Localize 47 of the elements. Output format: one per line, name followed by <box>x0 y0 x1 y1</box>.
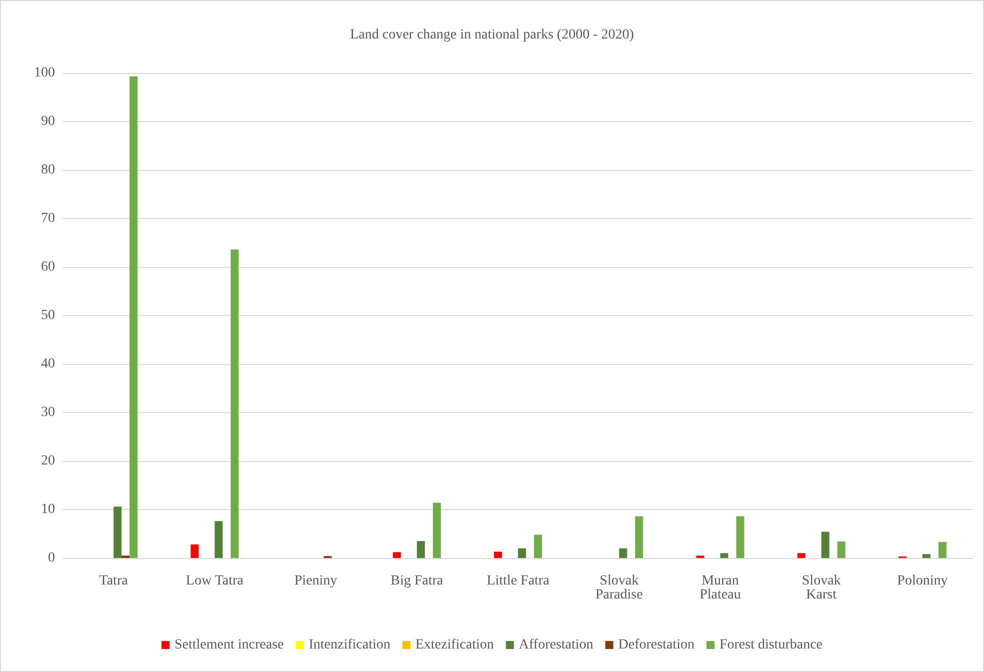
legend-label: Extezification <box>415 638 494 652</box>
bar <box>432 502 441 558</box>
bar <box>720 553 728 558</box>
bar <box>392 552 401 558</box>
x-tick-label: Low Tatra <box>186 574 244 588</box>
bar <box>938 542 946 558</box>
bar <box>619 548 628 558</box>
legend-label: Intenzification <box>308 638 390 652</box>
legend-label: Afforestation <box>518 638 594 652</box>
legend-label: Settlement increase <box>174 638 284 652</box>
y-tick-label: 90 <box>41 114 55 129</box>
bar <box>635 516 644 558</box>
bar <box>821 532 830 558</box>
y-tick-label: 40 <box>41 356 55 372</box>
x-tick-label: Muran Plateau <box>700 574 741 602</box>
bar <box>114 506 122 558</box>
y-tick-label: 50 <box>41 308 55 323</box>
x-tick-label: Little Fatra <box>486 574 550 588</box>
x-tick-label: Big Fatra <box>390 574 444 588</box>
bar <box>797 553 806 558</box>
y-tick-label: 0 <box>48 550 55 566</box>
legend-label: Forest disturbance <box>719 638 822 652</box>
bar <box>534 534 542 558</box>
bar <box>130 76 138 558</box>
bar <box>837 542 846 558</box>
bar <box>922 554 930 558</box>
legend-label: Deforestation <box>618 638 694 652</box>
bar <box>416 541 425 558</box>
chart-title: Land cover change in national parks (2000 - 2020) <box>350 28 634 42</box>
x-tick-label: Slovak Paradise <box>595 574 643 602</box>
y-tick-label: 70 <box>41 211 55 226</box>
y-tick-label: 30 <box>41 405 55 420</box>
y-tick-label: 100 <box>34 66 55 80</box>
y-tick-label: 10 <box>41 502 55 517</box>
y-tick-label: 80 <box>41 162 55 178</box>
bar <box>494 552 502 558</box>
y-tick-label: 20 <box>41 454 55 468</box>
x-tick-label: Poloniny <box>897 574 948 588</box>
bar <box>736 516 744 558</box>
x-tick-label: Tatra <box>99 574 129 588</box>
x-tick-label: Pieniny <box>294 574 338 588</box>
bar <box>190 544 199 558</box>
y-tick-label: 60 <box>41 260 55 274</box>
bar <box>230 250 239 558</box>
x-tick-label: Slovak Karst <box>802 574 841 602</box>
bar <box>518 548 526 558</box>
bar <box>214 521 223 558</box>
